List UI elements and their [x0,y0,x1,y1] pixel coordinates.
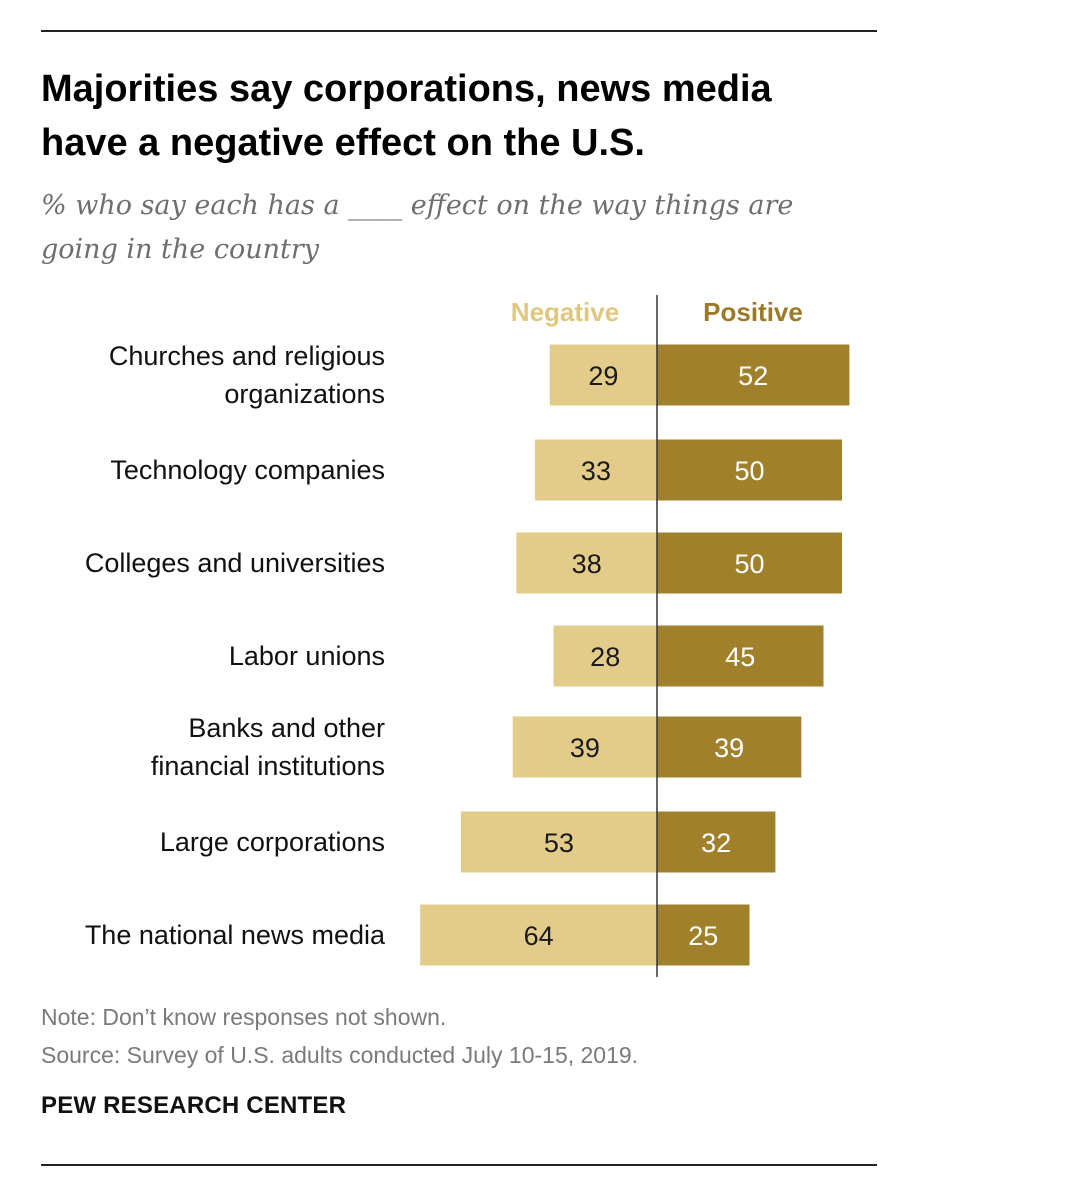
value-label-negative-6: 53 [544,828,574,858]
source-text: Source: Survey of U.S. adults conducted … [41,1042,639,1068]
top-rule [41,30,877,32]
bar-negative-4 [553,625,657,687]
bottom-rule [41,1164,877,1166]
legend-positive: Positive [703,297,803,327]
bar-positive-1 [657,344,850,406]
legend-negative: Negative [511,297,619,327]
category-label-1-line-1: Churches and religious [109,341,385,371]
category-label-4: Labor unions [229,641,385,671]
title-line-2: have a negative effect on the U.S. [41,122,645,164]
category-label-3: Colleges and universities [85,548,385,578]
bar-negative-3 [516,532,657,594]
value-label-positive-6: 32 [701,828,731,858]
subtitle-line-1: % who say each has a ____ effect on the … [41,190,794,221]
value-label-positive-1: 52 [738,361,768,391]
bar-positive-7 [657,904,750,966]
category-label-6: Large corporations [160,827,385,857]
value-label-positive-5: 39 [714,733,744,763]
category-label-5-line-2: financial institutions [151,751,385,781]
value-label-negative-3: 38 [572,549,602,579]
value-label-negative-7: 64 [524,921,554,951]
bar-negative-5 [512,716,657,778]
value-label-positive-7: 25 [688,921,718,951]
value-label-positive-2: 50 [734,456,764,486]
bar-negative-6 [460,811,657,873]
value-label-negative-5: 39 [570,733,600,763]
footnotes: Note: Don’t know responses not shown. So… [41,998,638,1074]
note-text: Note: Don’t know responses not shown. [41,1004,447,1030]
chart-title: Majorities say corporations, news media … [41,62,891,170]
value-label-positive-3: 50 [734,549,764,579]
category-label-1-line-2: organizations [224,379,385,409]
bar-positive-6 [657,811,776,873]
chart-subtitle: % who say each has a ____ effect on the … [41,184,871,272]
bar-positive-2 [657,439,842,501]
category-label-7: The national news media [85,920,386,950]
value-label-negative-4: 28 [590,642,620,672]
subtitle-line-2: going in the country [41,234,320,265]
title-line-1: Majorities say corporations, news media [41,68,772,110]
category-label-2: Technology companies [110,455,385,485]
brand-label: PEW RESEARCH CENTER [41,1092,347,1119]
value-label-negative-1: 29 [588,361,618,391]
value-label-positive-4: 45 [725,642,755,672]
bar-negative-7 [420,904,657,966]
diverging-bar-chart: Negative Positive 29 52 Churches and religio… [85,295,850,977]
bar-positive-5 [657,716,802,778]
bar-negative-2 [534,439,657,501]
category-label-5-line-1: Banks and other [188,713,385,743]
bar-positive-3 [657,532,842,594]
bar-positive-4 [657,625,824,687]
bar-negative-1 [549,344,657,406]
value-label-negative-2: 33 [581,456,611,486]
